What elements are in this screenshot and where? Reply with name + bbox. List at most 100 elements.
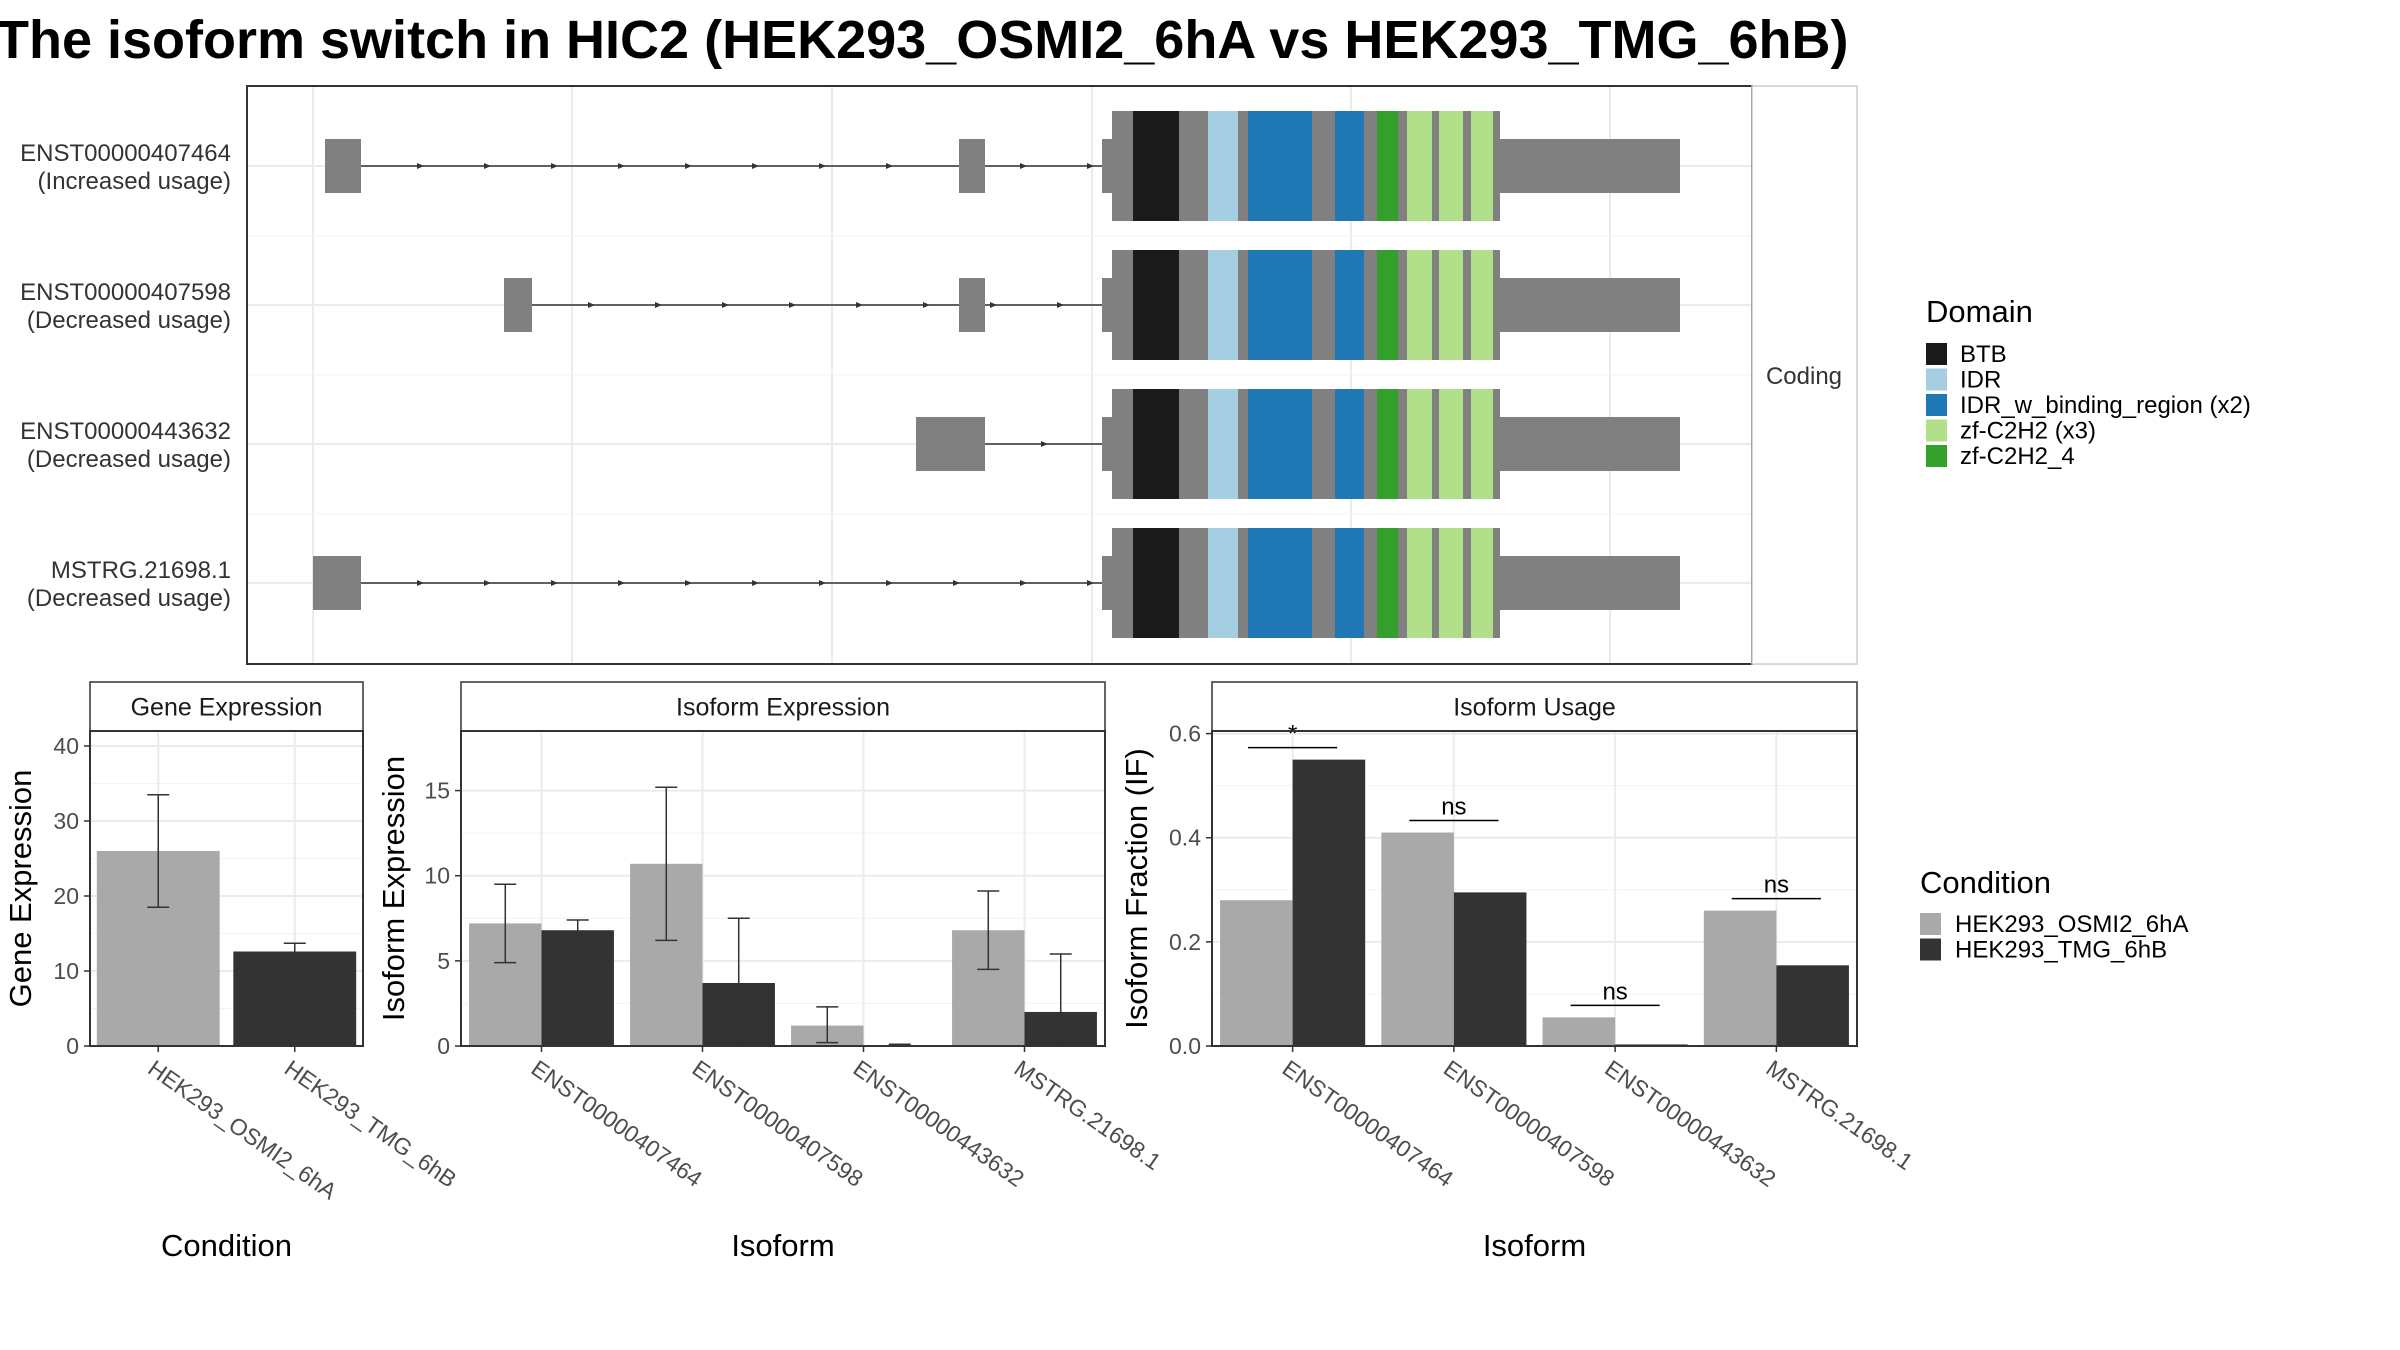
condition-legend-swatch [1920, 938, 1941, 961]
panel-strip-title: Gene Expression [131, 694, 323, 722]
tick-label-y: 10 [53, 958, 79, 984]
btb-domain [1133, 528, 1179, 638]
idr-binding-region-domain [1248, 111, 1312, 221]
y-axis-title: Isoform Expression [376, 756, 411, 1021]
tick-label-y: 30 [53, 808, 79, 834]
domain-legend-label: IDR_w_binding_region (x2) [1960, 392, 2251, 419]
intron-arrow [618, 580, 625, 586]
intron-arrow [722, 302, 729, 308]
tick-label-y: 0.2 [1169, 929, 1201, 955]
transcript-id-label: ENST00000407598 [20, 279, 231, 306]
zf-c2h2-domain [1471, 250, 1493, 360]
tick-label-x: MSTRG.21698.1 [1010, 1055, 1166, 1175]
intron-arrow [551, 580, 558, 586]
tick-label-x: ENST00000407598 [688, 1055, 868, 1192]
btb-domain [1133, 111, 1179, 221]
intron-arrow [752, 580, 759, 586]
bar [1776, 965, 1849, 1046]
panel-strip [1211, 681, 1858, 732]
exon-block [325, 139, 361, 193]
domain-legend-label: BTB [1960, 341, 2007, 368]
x-axis-title: Isoform [1483, 1228, 1586, 1263]
zf-c2h2-domain [1439, 528, 1463, 638]
condition-legend-swatch [1920, 913, 1941, 935]
domain-legend-swatch [1926, 343, 1947, 365]
zf-c2h2-4-domain [1377, 389, 1398, 499]
transcript-id-label: ENST00000407464 [20, 140, 231, 167]
zf-c2h2-domain [1439, 250, 1463, 360]
idr-binding-region-domain [1248, 528, 1312, 638]
intron-arrow [417, 163, 424, 169]
bar [1542, 1017, 1616, 1046]
panel-strip [89, 681, 364, 732]
zf-c2h2-domain [1407, 250, 1432, 360]
zf-c2h2-domain [1471, 389, 1493, 499]
bar [1453, 892, 1527, 1046]
domain-legend-swatch [1926, 419, 1947, 442]
tick-label-x: ENST00000407598 [1439, 1055, 1619, 1192]
condition-legend-title: Condition [1920, 865, 2051, 900]
isoform-usage-panel: Isoform Usage 0.0 0.2 0.4 0.6 ENST00000407464… [1119, 681, 1918, 1263]
idr-binding-region-domain [1335, 389, 1364, 499]
idr-binding-region-domain [1248, 250, 1312, 360]
intron-arrow [752, 163, 759, 169]
intron-arrow [1057, 302, 1064, 308]
zf-c2h2-domain [1439, 389, 1463, 499]
tick-label-x: ENST00000443632 [1600, 1055, 1780, 1192]
bar [1292, 759, 1366, 1046]
transcript-usage-label: (Increased usage) [38, 168, 231, 195]
tick-label-y: 0.4 [1169, 825, 1201, 851]
tick-label-y: 0.6 [1169, 721, 1201, 747]
idr-domain [1208, 111, 1238, 221]
intron-arrow [886, 580, 893, 586]
x-axis-title: Isoform [731, 1228, 834, 1263]
intron-arrow [685, 580, 692, 586]
panel-border [1211, 730, 1858, 1047]
zf-c2h2-domain [1439, 111, 1463, 221]
tick-label-y: 10 [424, 863, 450, 889]
tick-label-y: 5 [437, 948, 450, 974]
isoform-expression-panel: Isoform Expression051015ENST00000407464E… [376, 681, 1166, 1263]
bar [1381, 832, 1454, 1046]
intron-arrow [618, 163, 625, 169]
condition-legend-label: HEK293_TMG_6hB [1955, 937, 2167, 964]
domain-legend-label: IDR [1960, 367, 2001, 394]
intron-arrow [588, 302, 595, 308]
intron-arrow [1041, 441, 1048, 447]
idr-domain [1208, 528, 1238, 638]
idr-binding-region-domain [1335, 111, 1364, 221]
panel-border [89, 730, 364, 1047]
tick-label-y: 0 [66, 1033, 79, 1059]
intron-arrow [484, 580, 491, 586]
intron-arrow [551, 163, 558, 169]
zf-c2h2-domain [1471, 111, 1493, 221]
intron-arrow [685, 163, 692, 169]
transcript-structure-panel: ENST00000407464(Increased usage) ENST0000… [20, 85, 1858, 665]
intron-arrow [417, 580, 424, 586]
domain-legend-label: zf-C2H2 (x3) [1960, 418, 2096, 445]
domain-legend-swatch [1926, 368, 1947, 391]
exon-block [959, 139, 985, 193]
intron-arrow [1087, 580, 1094, 586]
idr-domain [1208, 250, 1238, 360]
zf-c2h2-domain [1407, 389, 1432, 499]
tick-label-y: 40 [53, 733, 79, 759]
transcript-usage-label: (Decreased usage) [27, 585, 231, 612]
coding-strip-label: Coding [1766, 363, 1842, 390]
tick-label-x: ENST00000443632 [849, 1055, 1029, 1192]
tick-label-y: 0.0 [1169, 1033, 1201, 1059]
figure-title: The isoform switch in HIC2 (HEK293_OSMI2… [0, 10, 1849, 70]
bar [1220, 900, 1293, 1046]
exon-block [959, 278, 985, 332]
tick-label-x: MSTRG.21698.1 [1762, 1055, 1918, 1175]
idr-binding-region-domain [1248, 389, 1312, 499]
panel-strip-title: Isoform Expression [676, 694, 890, 722]
y-axis-title: Isoform Fraction (IF) [1119, 748, 1154, 1029]
idr-domain [1208, 389, 1238, 499]
panel-strip-title: Isoform Usage [1453, 694, 1616, 722]
significance-label: ns [1602, 978, 1627, 1005]
intron-arrow [819, 163, 826, 169]
